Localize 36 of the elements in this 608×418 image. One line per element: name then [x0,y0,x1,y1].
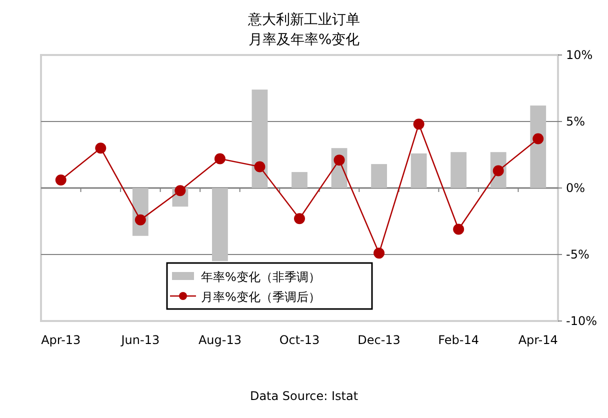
x-tick-label: Dec-13 [358,333,400,347]
bar [252,90,268,188]
point [174,185,186,196]
bar [410,153,427,188]
y-tick-label: 5% [566,114,586,128]
point [453,224,464,235]
point [413,118,424,130]
point [532,133,544,144]
y-tick-label: -5% [566,248,590,262]
point [294,213,305,224]
point [55,174,66,186]
legend-label: 月率%变化（季调后） [201,290,320,304]
chart-title: 意大利新工业订单 [247,12,360,28]
bar [212,188,228,262]
y-tick-label: 0% [566,181,586,195]
point [134,214,146,226]
x-tick-label: Feb-14 [438,333,480,347]
point [254,161,266,172]
x-tick-label: Apr-14 [518,333,558,347]
bar [530,106,546,188]
y-tick-label: 10% [566,48,593,62]
bar [292,172,308,188]
y-tick-label: -10% [566,314,598,328]
x-tick-label: Jun-13 [120,333,160,347]
point [95,142,106,154]
source-note: Data Source: Istat [250,389,358,403]
x-tick-label: Aug-13 [198,333,242,347]
point [214,153,226,164]
point [374,248,385,259]
bar [450,152,467,188]
point [334,154,345,166]
bar [371,164,387,188]
legend-label: 年率%变化（非季调） [201,270,320,284]
x-tick-label: Oct-13 [279,333,320,347]
chart-subtitle: 月率及年率%变化 [248,32,360,48]
x-tick-label: Apr-13 [41,333,81,347]
